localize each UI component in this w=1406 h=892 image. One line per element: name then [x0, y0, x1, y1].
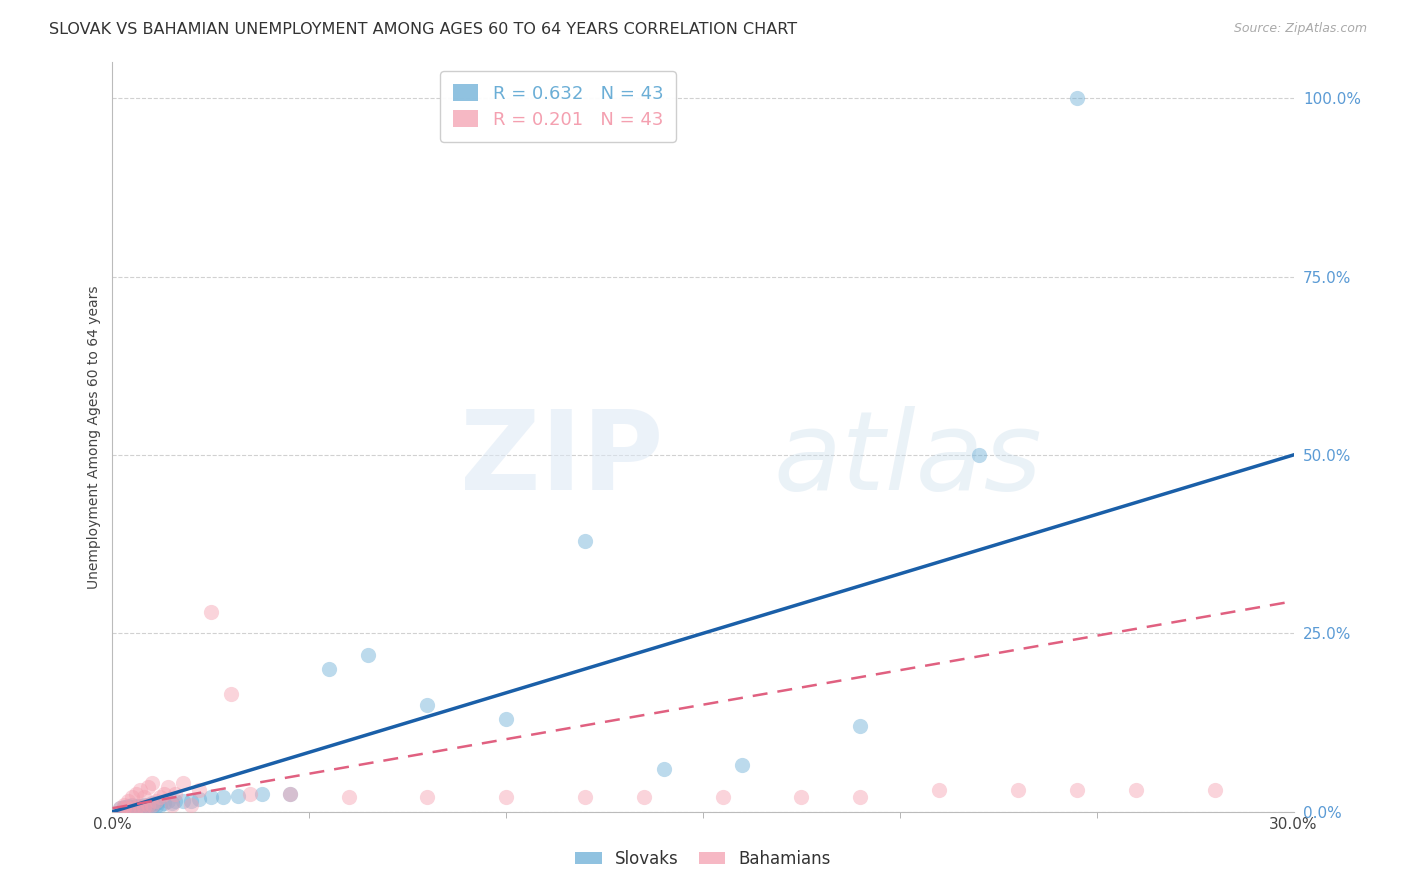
Point	[117, 799, 139, 814]
Point	[172, 776, 194, 790]
Point	[849, 719, 872, 733]
Point	[145, 799, 167, 814]
Point	[633, 790, 655, 805]
Point	[239, 787, 262, 801]
Point	[337, 790, 360, 805]
Point	[200, 605, 222, 619]
Point	[180, 794, 202, 808]
Point	[731, 758, 754, 772]
Point	[790, 790, 813, 805]
Point	[112, 797, 135, 812]
Text: SLOVAK VS BAHAMIAN UNEMPLOYMENT AMONG AGES 60 TO 64 YEARS CORRELATION CHART: SLOVAK VS BAHAMIAN UNEMPLOYMENT AMONG AG…	[49, 22, 797, 37]
Point	[416, 790, 439, 805]
Text: ZIP: ZIP	[460, 406, 664, 513]
Point	[1125, 783, 1147, 797]
Point	[928, 783, 950, 797]
Point	[188, 792, 211, 806]
Point	[112, 801, 135, 815]
Point	[121, 790, 143, 805]
Point	[129, 801, 152, 815]
Point	[652, 762, 675, 776]
Point	[129, 799, 152, 814]
Point	[574, 533, 596, 548]
Text: Source: ZipAtlas.com: Source: ZipAtlas.com	[1233, 22, 1367, 36]
Point	[278, 787, 301, 801]
Point	[145, 794, 167, 808]
Point	[211, 790, 233, 805]
Point	[129, 783, 152, 797]
Point	[145, 796, 167, 810]
Point	[121, 801, 143, 815]
Point	[125, 801, 148, 815]
Point	[152, 796, 174, 810]
Point	[152, 787, 174, 801]
Point	[125, 787, 148, 801]
Point	[165, 794, 187, 808]
Point	[141, 796, 163, 810]
Point	[149, 797, 172, 812]
Point	[121, 799, 143, 814]
Point	[250, 787, 273, 801]
Point	[172, 794, 194, 808]
Point	[160, 797, 183, 812]
Point	[574, 790, 596, 805]
Point	[495, 790, 517, 805]
Point	[141, 776, 163, 790]
Point	[141, 797, 163, 812]
Point	[110, 801, 132, 815]
Point	[132, 801, 155, 815]
Point	[117, 801, 139, 815]
Point	[156, 794, 179, 808]
Point	[125, 799, 148, 814]
Point	[112, 801, 135, 815]
Point	[849, 790, 872, 805]
Point	[132, 797, 155, 812]
Point	[278, 787, 301, 801]
Point	[121, 797, 143, 812]
Point	[110, 801, 132, 815]
Point	[711, 790, 734, 805]
Point	[1066, 783, 1088, 797]
Text: atlas: atlas	[773, 406, 1042, 513]
Point	[121, 801, 143, 815]
Point	[219, 687, 242, 701]
Point	[180, 797, 202, 812]
Point	[136, 797, 159, 812]
Point	[228, 789, 250, 803]
Point	[200, 790, 222, 805]
Point	[112, 799, 135, 814]
Point	[132, 799, 155, 814]
Point	[156, 780, 179, 794]
Point	[967, 448, 990, 462]
Point	[149, 790, 172, 805]
Point	[129, 799, 152, 814]
Point	[357, 648, 380, 662]
Point	[136, 797, 159, 812]
Point	[416, 698, 439, 712]
Point	[1204, 783, 1226, 797]
Point	[188, 783, 211, 797]
Point	[136, 801, 159, 815]
Legend: Slovaks, Bahamians: Slovaks, Bahamians	[568, 843, 838, 874]
Point	[1007, 783, 1029, 797]
Point	[165, 787, 187, 801]
Y-axis label: Unemployment Among Ages 60 to 64 years: Unemployment Among Ages 60 to 64 years	[87, 285, 101, 589]
Point	[1066, 91, 1088, 105]
Point	[141, 799, 163, 814]
Point	[160, 796, 183, 810]
Point	[117, 794, 139, 808]
Point	[318, 662, 340, 676]
Point	[125, 801, 148, 815]
Point	[136, 780, 159, 794]
Point	[132, 790, 155, 805]
Point	[495, 712, 517, 726]
Point	[117, 801, 139, 815]
